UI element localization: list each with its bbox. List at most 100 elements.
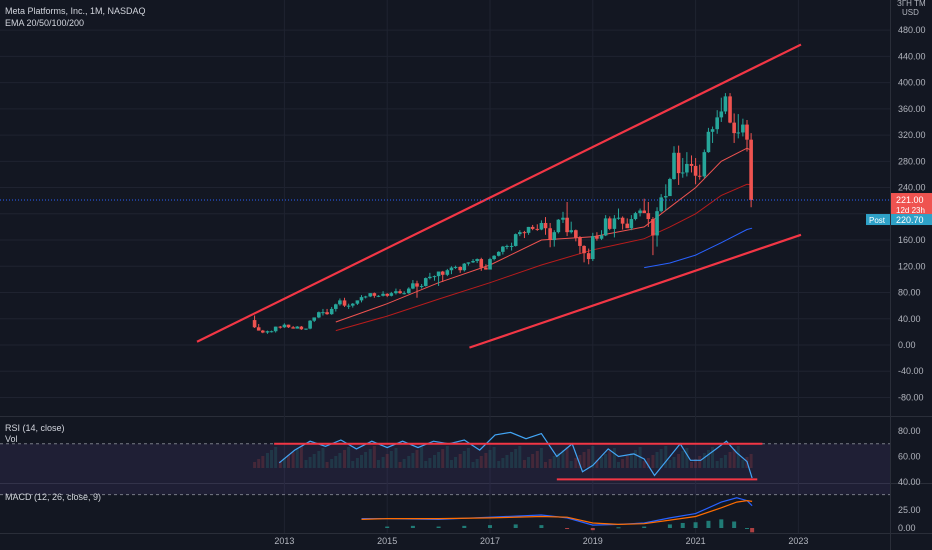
price-tick-label: 480.00: [898, 25, 926, 35]
candle-body: [518, 232, 522, 235]
candle: [513, 233, 518, 247]
candle: [655, 207, 659, 247]
price-tick-label: 40.00: [898, 314, 921, 324]
candle: [522, 230, 527, 239]
volume-bar: [338, 453, 342, 468]
candle-body: [620, 217, 625, 224]
volume-bar: [441, 449, 445, 468]
candle-body: [321, 312, 325, 314]
candle-body: [706, 131, 711, 153]
candle-body: [269, 331, 274, 333]
rsi-tick-label: 80.00: [898, 426, 921, 436]
candle: [629, 215, 634, 231]
candle: [291, 325, 295, 329]
price-tick-label: 160.00: [898, 235, 926, 245]
candle-body: [702, 152, 707, 177]
volume-bar: [424, 461, 428, 468]
candle: [342, 297, 347, 307]
candle-body: [449, 267, 454, 271]
candle: [496, 251, 501, 257]
volume-bar: [552, 456, 556, 468]
candle-body: [659, 197, 663, 212]
volume-bar: [642, 461, 646, 468]
volume-bar: [702, 453, 706, 468]
macd-tick-label: 25.00: [898, 505, 921, 515]
candle-body: [286, 324, 291, 328]
candle-body: [642, 210, 646, 214]
candle-body: [406, 288, 411, 294]
candle: [376, 295, 381, 298]
volume-bar: [325, 462, 329, 468]
candle: [741, 118, 745, 137]
volume-bar: [295, 449, 299, 468]
time-tick-label: 2019: [583, 536, 603, 546]
candle-body: [484, 267, 488, 270]
candle-body: [471, 261, 475, 263]
candle: [385, 293, 389, 298]
candle: [633, 211, 638, 221]
macd-histogram-bar: [693, 522, 698, 528]
candle: [745, 119, 749, 152]
volume-bar: [389, 451, 393, 468]
candle-body: [638, 210, 642, 214]
candle-body: [501, 246, 505, 252]
candle: [273, 326, 278, 333]
candle-body: [616, 217, 621, 219]
vol-title: Vol: [5, 434, 18, 444]
volume-bar: [454, 457, 458, 468]
macd-histogram-bar: [436, 526, 441, 528]
candle: [256, 324, 261, 331]
candle-body: [505, 245, 509, 247]
candle: [569, 221, 574, 234]
volume-bar: [677, 454, 681, 468]
candle: [389, 291, 394, 297]
candle-body: [488, 259, 492, 270]
volume-bar: [527, 457, 531, 468]
candle-body: [415, 283, 419, 287]
candle: [736, 114, 741, 139]
volume-bar: [715, 461, 719, 468]
candle: [642, 198, 646, 214]
candle: [402, 291, 406, 295]
volume-bar: [368, 449, 372, 468]
candle: [398, 289, 402, 294]
candle-body: [492, 255, 496, 260]
candle-body: [256, 327, 261, 331]
candle-body: [556, 219, 561, 233]
volume-bar: [621, 459, 625, 468]
candle-body: [530, 226, 535, 229]
volume-bar: [407, 456, 411, 468]
candle: [458, 266, 462, 273]
candle: [607, 216, 612, 231]
candle: [706, 127, 711, 153]
candle-body: [574, 230, 578, 238]
candle-body: [697, 175, 702, 177]
rsi-tick-label: 60.00: [898, 451, 921, 461]
volume-bar: [360, 455, 363, 468]
volume-bar: [548, 459, 552, 468]
post-price-value: 220.70: [896, 215, 924, 225]
candle-body: [329, 308, 334, 315]
candle: [548, 222, 552, 248]
scale-mode-label[interactable]: ЗГН ТМ: [897, 0, 926, 8]
volume-bar: [561, 450, 565, 468]
post-badge: [866, 214, 890, 226]
candle: [728, 93, 732, 124]
volume-bar: [458, 454, 462, 468]
volume-bar: [531, 454, 535, 468]
candle-body: [693, 165, 698, 176]
candle: [668, 177, 672, 197]
candle-body: [398, 291, 402, 294]
candle-body: [411, 283, 415, 289]
candle-body: [685, 163, 689, 173]
signal-line: [361, 499, 753, 526]
candle-body: [295, 326, 300, 329]
volume-bar: [437, 452, 441, 468]
candle: [394, 288, 398, 295]
countdown-value: 12d 23h: [896, 206, 925, 215]
time-tick-label: 2023: [788, 536, 808, 546]
candle: [432, 275, 437, 281]
candle: [702, 149, 707, 179]
volume-bar: [646, 458, 650, 468]
